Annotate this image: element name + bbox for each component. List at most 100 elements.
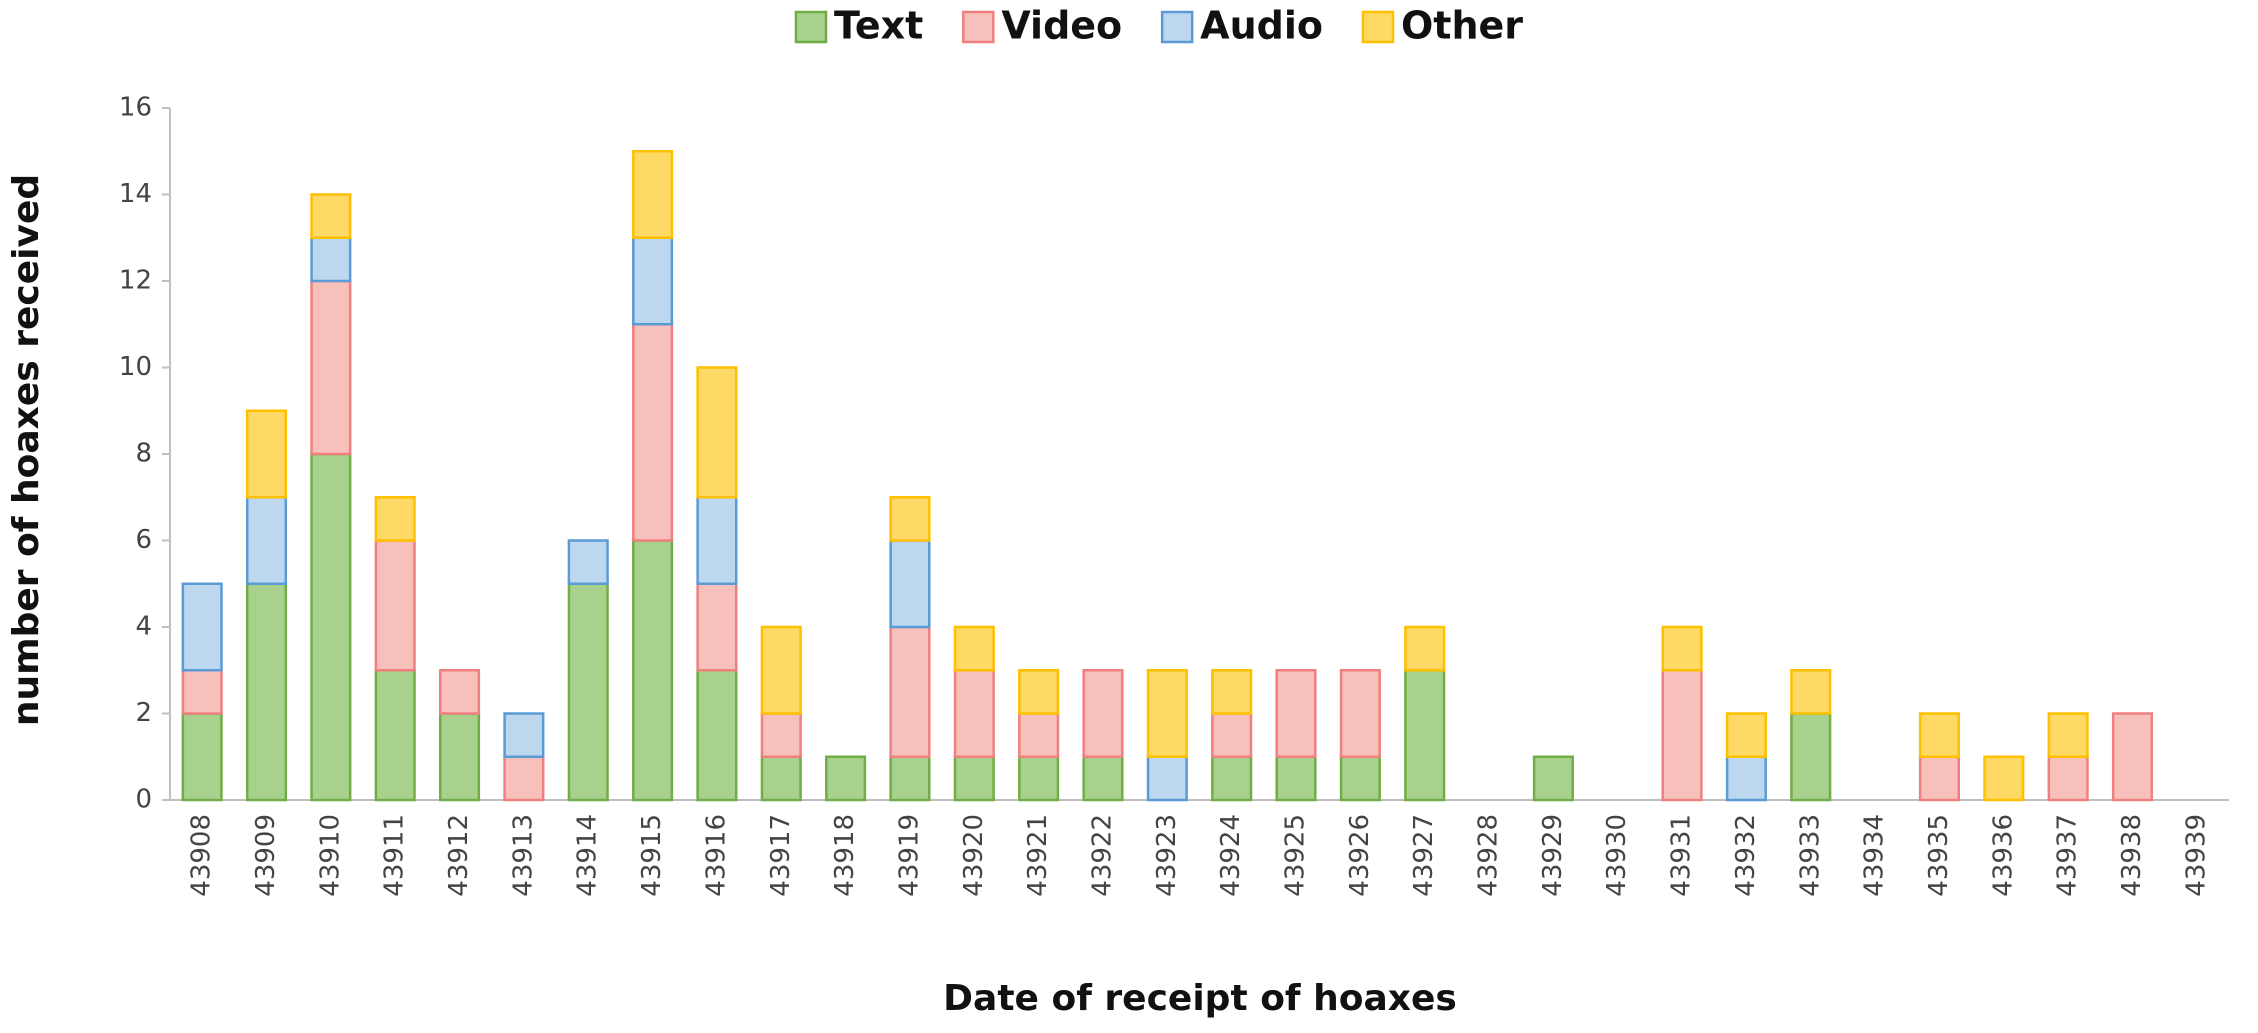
bar-segment [181, 712, 223, 802]
bar-segment [1404, 625, 1446, 672]
bar-segment [1146, 755, 1188, 802]
x-tick-label: 43913 [508, 814, 538, 897]
bar-segment [953, 669, 995, 758]
x-tick-label: 43923 [1152, 814, 1182, 897]
bar-segment [374, 539, 416, 672]
x-tick-label: 43912 [444, 814, 474, 897]
bar-segment [632, 150, 674, 239]
bar-segment [374, 496, 416, 542]
x-tick-label: 43916 [701, 814, 731, 897]
bar-segment [503, 755, 545, 802]
x-tick-label: 43909 [251, 814, 281, 897]
bar-segment [953, 625, 995, 672]
y-tick-label: 2 [135, 698, 152, 728]
bar-segment [1790, 712, 1832, 802]
bar-segment [1339, 755, 1381, 802]
bar-segment [2111, 712, 2154, 802]
y-tick-label: 6 [135, 525, 152, 555]
legend-swatch [794, 10, 828, 44]
bar-segment [1790, 669, 1832, 715]
bar-segment [1725, 712, 1767, 758]
x-tick-label: 43926 [1345, 814, 1375, 897]
bar-segment [567, 582, 609, 802]
x-tick-label: 43917 [766, 814, 796, 897]
bar-segment [1404, 669, 1446, 802]
x-tick-label: 43914 [573, 814, 603, 897]
y-axis-title: number of hoaxes received [6, 174, 47, 726]
y-tick-label: 0 [135, 785, 152, 815]
bar-segment [889, 496, 931, 542]
bar-segment [696, 366, 738, 499]
y-tick-label: 14 [119, 179, 152, 209]
x-tick-label: 43921 [1023, 814, 1053, 897]
bar-segment [438, 712, 481, 802]
bar-segment [1275, 669, 1317, 758]
bar-segment [1918, 712, 1961, 758]
x-tick-label: 43925 [1281, 814, 1311, 897]
x-tick-label: 43934 [1860, 814, 1890, 897]
legend-swatch [1361, 10, 1395, 44]
legend-swatch [962, 10, 995, 44]
bar-segment [889, 539, 931, 629]
bar-segment [567, 539, 609, 585]
y-tick-label: 4 [135, 612, 152, 642]
bar-segment [245, 409, 288, 499]
x-tick-label: 43920 [959, 814, 989, 897]
bar-segment [1018, 712, 1060, 758]
x-tick-label: 43938 [2117, 814, 2147, 897]
x-tick-label: 43919 [894, 814, 924, 897]
bar-segment [2047, 755, 2089, 802]
x-tick-label: 43908 [187, 814, 217, 897]
bar-segment [760, 712, 802, 758]
y-tick-label: 12 [119, 266, 152, 296]
bar-segment [1661, 669, 1703, 802]
y-tick-label: 8 [135, 439, 152, 469]
bar-segment [889, 625, 931, 758]
bar-segment [181, 669, 223, 715]
x-tick-label: 43939 [2181, 814, 2211, 897]
bar-segment [310, 279, 352, 456]
bar-segment [1661, 625, 1703, 672]
bar-segment [632, 236, 674, 326]
bar-segment [1532, 755, 1574, 802]
bar-segment [760, 755, 802, 802]
bar-segment [632, 323, 674, 542]
bar-segment [1082, 669, 1124, 758]
bar-segment [1018, 755, 1060, 802]
bar-segment [2047, 712, 2089, 758]
bar-segment [760, 625, 802, 715]
legend-label: Text [834, 4, 923, 48]
bar-segment [1211, 755, 1253, 802]
x-tick-label: 43922 [1087, 814, 1117, 897]
x-tick-label: 43929 [1538, 814, 1568, 897]
x-tick-label: 43924 [1216, 814, 1246, 897]
bar-segment [1211, 669, 1253, 715]
legend-swatch [1160, 10, 1194, 44]
y-tick-label: 10 [119, 352, 152, 382]
bar-segment [1275, 755, 1317, 802]
x-tick-label: 43935 [1924, 814, 1954, 897]
x-tick-label: 43927 [1409, 814, 1439, 897]
bar-segment [310, 193, 352, 239]
x-tick-label: 43937 [2053, 814, 2083, 897]
x-tick-label: 43918 [830, 814, 860, 897]
bar-segment [1018, 669, 1060, 715]
x-tick-label: 43933 [1795, 814, 1825, 897]
x-tick-label: 43911 [380, 814, 410, 897]
bar-segment [1725, 755, 1767, 802]
bar-segment [181, 582, 223, 672]
bar-segment [374, 669, 416, 802]
x-axis-title: Date of receipt of hoaxes [943, 978, 1457, 1019]
x-tick-label: 43936 [1988, 814, 2018, 897]
bar-segment [696, 496, 738, 585]
bar-segment [953, 755, 995, 802]
bar-segment [245, 582, 288, 802]
bar-segment [1918, 755, 1961, 802]
bar-segment [1082, 755, 1124, 802]
bar-segment [503, 712, 545, 758]
bar-segment [889, 755, 931, 802]
bar-segment [696, 582, 738, 672]
legend-label: Video [1001, 4, 1122, 48]
y-tick-label: 16 [119, 93, 152, 123]
